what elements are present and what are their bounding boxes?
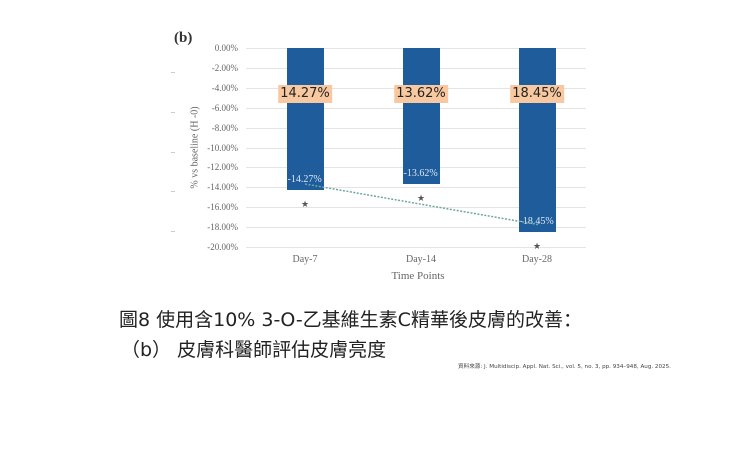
highlight-value-tag: 18.45% [510,85,564,103]
caption-line-1: 圖8 使用含10% 3-O-乙基維生素C精華後皮膚的改善： [119,309,582,331]
x-tick-label: Day-28 [522,254,552,265]
bar-value-label: -18.45% [519,215,554,227]
y-tick-label: -12.00% [207,162,238,173]
tick-mark [171,111,175,113]
tick-mark [171,191,175,193]
y-tick-label: 0.00% [214,43,238,53]
panel-label: (b) [174,30,193,46]
highlight-value-tag: 13.62% [394,85,448,103]
trendline [304,183,539,226]
significance-star-icon: ★ [532,241,542,252]
y-tick-label: -10.00% [207,142,238,153]
caption-line-2: （b） 皮膚科醫師評估皮膚亮度 [121,339,387,361]
tick-mark [171,151,175,153]
tick-mark [171,71,175,73]
gridline [246,187,586,189]
x-axis-title: Time Points [391,270,445,282]
bar-value-label: -14.27% [287,173,322,185]
bar-value-label: -13.62% [403,167,438,179]
tick-mark [171,231,175,233]
figure-caption: 圖8 使用含10% 3-O-乙基維生素C精華後皮膚的改善： （b） 皮膚科醫師評… [119,305,582,365]
bar-day-7 [286,48,324,190]
y-tick-label: -14.00% [207,182,238,193]
y-tick-label: -16.00% [207,202,238,213]
bar-day-14 [402,48,440,184]
source-citation: 資料來源: J. Multidiscip. Appl. Nat. Sci., v… [458,364,671,370]
gridline [246,227,586,229]
y-tick-label: -2.00% [211,62,238,73]
highlight-value-tag: 14.27% [278,85,332,103]
y-tick-label: -8.00% [211,122,238,133]
x-tick-label: Day-7 [292,254,318,265]
bar-chart: (b) % vs baseline (H -0) 0.00% -2.00% -4.0… [171,30,586,282]
x-tick-label: Day-14 [406,254,436,265]
significance-star-icon: ★ [416,193,426,204]
y-tick-label: -4.00% [211,82,238,93]
y-tick-label: -6.00% [211,102,238,113]
bar-day-28 [518,48,556,232]
gridline [246,247,586,248]
y-tick-label: -18.00% [207,222,238,233]
y-tick-label: -20.00% [207,242,238,252]
significance-star-icon: ★ [300,199,310,210]
gridline [246,207,586,209]
